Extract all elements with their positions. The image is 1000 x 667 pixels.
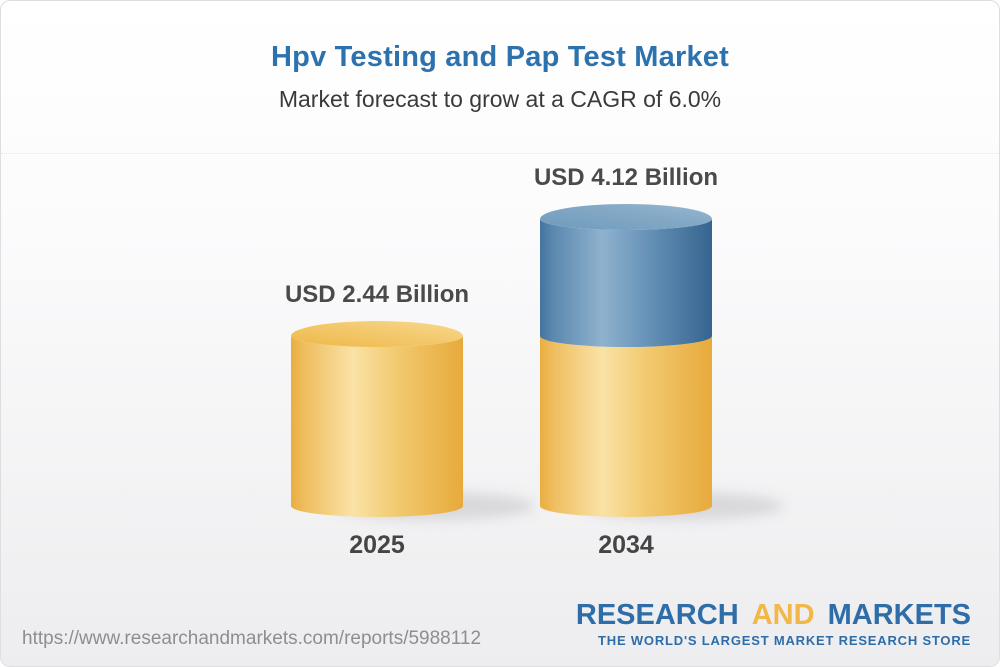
bar-lid-2025 <box>291 321 463 348</box>
value-label-1: USD 4.12 Billion <box>533 164 719 191</box>
divider-line <box>1 153 999 154</box>
report-url-link[interactable]: https://www.researchandmarkets.com/repor… <box>22 628 482 649</box>
category-label-0: 2025 <box>349 531 405 559</box>
bar-segment-2025-gold <box>291 336 463 517</box>
logo-word-and: AND <box>751 599 815 631</box>
page-title: Hpv Testing and Pap Test Market <box>271 41 729 73</box>
logo-word-markets: MARKETS <box>827 599 971 631</box>
logo-word-research: RESEARCH <box>575 599 739 631</box>
bar-segment-2034-blue <box>540 219 712 348</box>
logo-wordmark: RESEARCH AND MARKETS <box>576 600 971 630</box>
category-label-1: 2034 <box>598 531 654 559</box>
value-label-0: USD 2.44 Billion <box>284 281 470 309</box>
researchandmarkets-logo: RESEARCH AND MARKETS THE WORLD'S LARGEST… <box>576 600 971 648</box>
bar-segment-2034-gold <box>540 336 712 517</box>
logo-tagline: THE WORLD'S LARGEST MARKET RESEARCH STOR… <box>598 633 971 648</box>
bar-lid-2034 <box>540 204 712 230</box>
page-subtitle: Market forecast to grow at a CAGR of 6.0… <box>278 86 722 112</box>
